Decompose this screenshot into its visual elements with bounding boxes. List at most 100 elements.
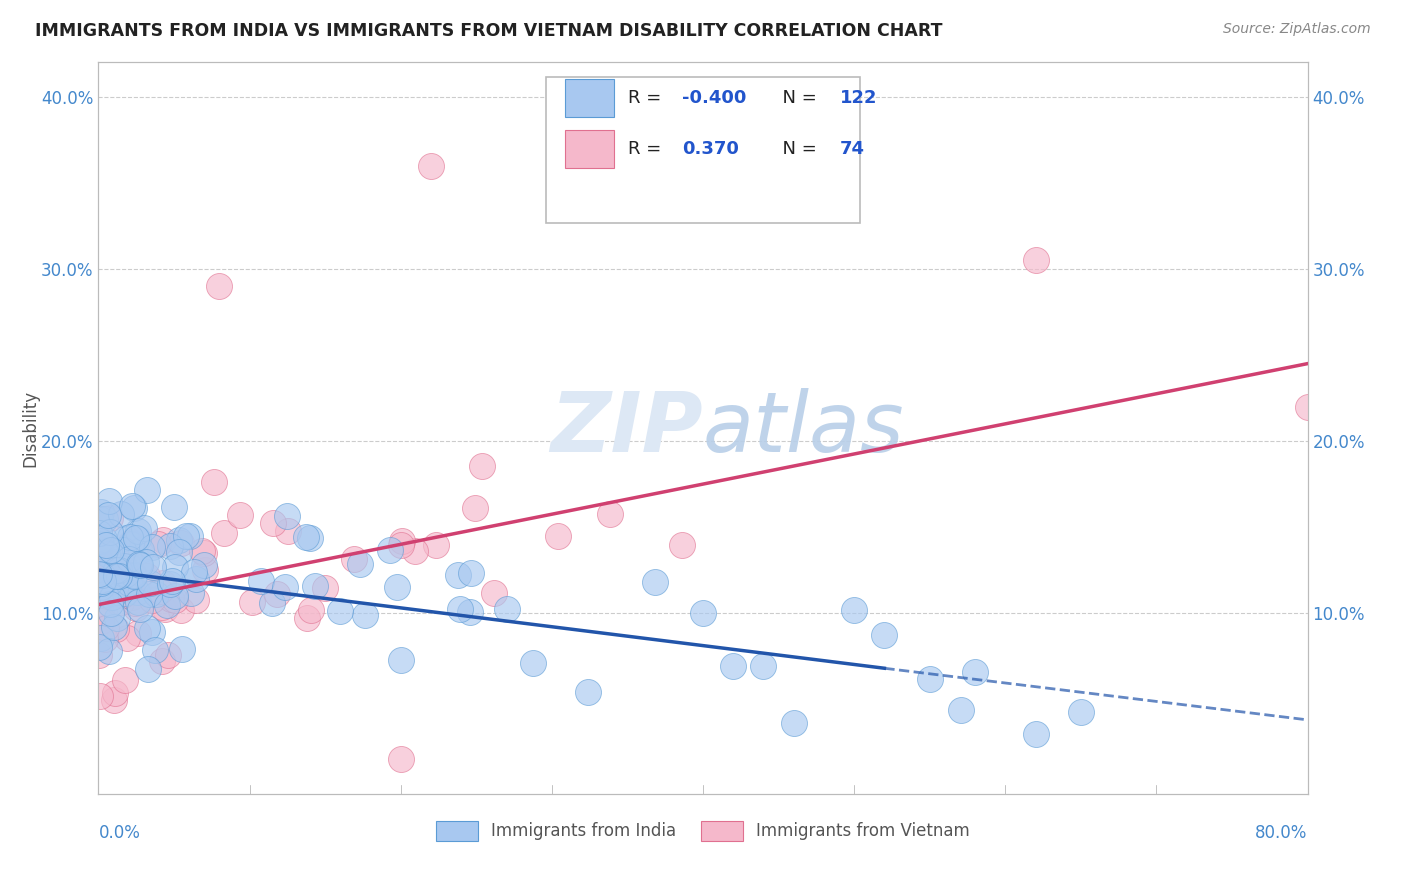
Point xyxy=(104,555,127,569)
Point xyxy=(122,500,145,515)
Point xyxy=(90,567,112,582)
Point xyxy=(98,511,121,525)
Bar xyxy=(565,130,613,169)
Point xyxy=(304,579,326,593)
Point xyxy=(482,586,505,600)
Point xyxy=(93,532,115,546)
Point xyxy=(172,642,194,657)
Point xyxy=(112,588,135,602)
Point xyxy=(127,532,149,546)
Point xyxy=(125,601,148,615)
Point xyxy=(522,656,544,670)
Point xyxy=(1024,253,1046,268)
Point xyxy=(208,279,231,293)
Point xyxy=(425,538,447,552)
Point xyxy=(142,560,165,574)
Point xyxy=(128,557,150,571)
Bar xyxy=(565,78,613,118)
Text: 0.370: 0.370 xyxy=(682,140,740,158)
Point xyxy=(127,594,149,608)
Text: IMMIGRANTS FROM INDIA VS IMMIGRANTS FROM VIETNAM DISABILITY CORRELATION CHART: IMMIGRANTS FROM INDIA VS IMMIGRANTS FROM… xyxy=(35,22,942,40)
Point xyxy=(87,648,110,662)
Point xyxy=(120,537,142,551)
Point xyxy=(138,587,160,601)
Point xyxy=(389,752,412,766)
Point xyxy=(100,607,122,621)
Point xyxy=(274,580,297,594)
Point xyxy=(129,558,152,572)
Point xyxy=(103,693,125,707)
Point xyxy=(94,512,117,526)
Point xyxy=(262,516,284,530)
Text: 74: 74 xyxy=(839,140,865,158)
Point xyxy=(136,568,159,582)
Point xyxy=(120,534,142,549)
Point xyxy=(174,529,197,543)
Point xyxy=(90,580,112,594)
Point xyxy=(314,581,336,595)
Point xyxy=(104,563,127,577)
Point xyxy=(136,621,159,635)
Point xyxy=(117,578,139,592)
Point xyxy=(1296,400,1319,414)
Point xyxy=(129,543,152,558)
Text: R =: R = xyxy=(628,140,666,158)
Point xyxy=(112,558,135,573)
Point xyxy=(299,531,322,545)
Text: ZIP: ZIP xyxy=(550,388,703,468)
Point xyxy=(844,603,866,617)
Point xyxy=(145,587,167,601)
Point xyxy=(277,524,299,539)
Point xyxy=(295,530,318,544)
Point xyxy=(547,528,569,542)
Point xyxy=(110,507,132,521)
Point xyxy=(127,625,149,640)
Point xyxy=(297,610,319,624)
Point xyxy=(118,576,141,591)
Point xyxy=(156,598,179,612)
Point xyxy=(183,565,205,579)
Point xyxy=(165,589,187,603)
Point xyxy=(159,577,181,591)
Point xyxy=(96,561,118,575)
Point xyxy=(89,505,111,519)
Point xyxy=(184,572,207,586)
Point xyxy=(93,632,115,646)
Point xyxy=(107,563,129,577)
Point xyxy=(495,602,517,616)
Point xyxy=(141,624,163,639)
Point xyxy=(141,540,163,554)
Point xyxy=(389,538,412,552)
Point xyxy=(115,631,138,645)
Point xyxy=(91,575,114,590)
Point xyxy=(98,574,121,589)
Point xyxy=(692,606,714,620)
Point xyxy=(110,570,132,584)
Point xyxy=(136,483,159,497)
Point xyxy=(152,533,174,547)
Point xyxy=(90,568,112,582)
Point xyxy=(165,559,187,574)
Point xyxy=(1024,726,1046,740)
Point xyxy=(159,539,181,553)
Point xyxy=(96,547,118,561)
Point xyxy=(108,568,131,582)
Point xyxy=(184,592,207,607)
Point xyxy=(121,590,143,604)
Point xyxy=(104,622,127,636)
Point xyxy=(101,590,124,604)
Point xyxy=(101,557,124,571)
Text: N =: N = xyxy=(770,140,823,158)
Point xyxy=(122,567,145,582)
Point xyxy=(115,553,138,567)
Text: 0.0%: 0.0% xyxy=(98,824,141,842)
Point xyxy=(165,593,187,607)
Point xyxy=(141,593,163,607)
Point xyxy=(464,501,486,516)
Point xyxy=(329,604,352,618)
Point xyxy=(385,580,408,594)
Point xyxy=(404,543,426,558)
Point xyxy=(89,567,111,582)
Point xyxy=(114,673,136,688)
Point xyxy=(354,608,377,623)
